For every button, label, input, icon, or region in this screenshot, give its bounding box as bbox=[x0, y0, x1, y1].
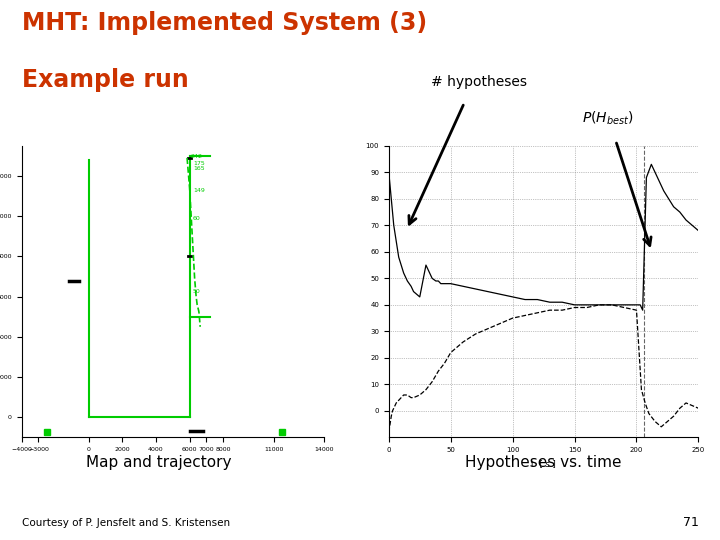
Text: 50: 50 bbox=[193, 288, 201, 294]
Text: # hypotheses: # hypotheses bbox=[431, 75, 527, 89]
Text: 242: 242 bbox=[191, 154, 203, 159]
Text: 175: 175 bbox=[193, 161, 204, 166]
Text: 165: 165 bbox=[193, 166, 204, 171]
Text: Courtesy of P. Jensfelt and S. Kristensen: Courtesy of P. Jensfelt and S. Kristense… bbox=[22, 518, 230, 529]
Text: Hypotheses vs. time: Hypotheses vs. time bbox=[465, 455, 622, 470]
Text: $P(H_{best})$: $P(H_{best})$ bbox=[582, 110, 634, 127]
X-axis label: t  [ s ]: t [ s ] bbox=[531, 458, 556, 468]
Text: 149: 149 bbox=[193, 188, 204, 193]
Text: 71: 71 bbox=[683, 516, 698, 530]
Text: MHT: Implemented System (3): MHT: Implemented System (3) bbox=[22, 11, 427, 35]
Text: Example run: Example run bbox=[22, 68, 189, 91]
Text: 60: 60 bbox=[193, 216, 201, 221]
Text: Map and trajectory: Map and trajectory bbox=[86, 455, 231, 470]
